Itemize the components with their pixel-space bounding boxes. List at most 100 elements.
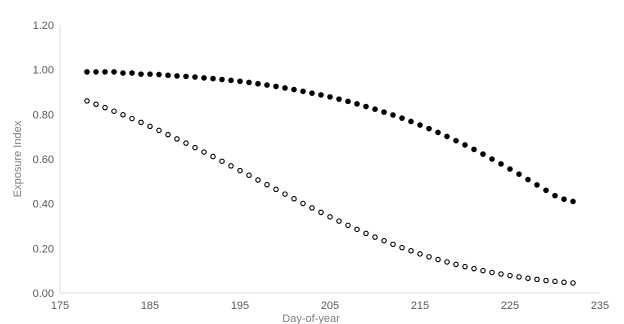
data-point [525, 275, 531, 282]
data-point [426, 254, 432, 260]
data-point [327, 214, 333, 220]
data-point [471, 146, 477, 153]
data-point [336, 218, 342, 224]
data-point [102, 69, 108, 75]
data-point [183, 73, 189, 80]
y-tick-labels: 0.00 0.20 0.40 0.60 0.80 1.00 1.20 [33, 20, 54, 300]
data-point [264, 181, 270, 188]
data-point [120, 112, 126, 118]
data-point [354, 226, 360, 233]
data-point [498, 161, 504, 167]
data-point [534, 276, 540, 283]
data-point [300, 88, 306, 95]
data-point [210, 153, 216, 160]
data-point [138, 71, 144, 77]
data-point [543, 277, 549, 284]
data-point [552, 192, 558, 199]
data-point [165, 131, 171, 138]
x-tick-label: 195 [231, 300, 249, 312]
data-point [480, 267, 486, 274]
data-point [246, 79, 252, 86]
data-point [327, 94, 333, 100]
data-point [318, 92, 324, 98]
data-point [390, 241, 396, 248]
data-point [219, 76, 225, 83]
data-point [300, 200, 306, 207]
data-point [453, 261, 459, 268]
data-point [120, 70, 126, 76]
x-axis-label: Day-of-year [282, 313, 340, 324]
x-tick-label: 185 [141, 300, 159, 312]
data-point [219, 158, 225, 164]
data-point [273, 83, 279, 90]
data-point [507, 272, 513, 279]
data-point [156, 127, 162, 134]
data-point [174, 136, 180, 142]
data-point [147, 71, 153, 77]
data-point [480, 151, 486, 157]
data-point [498, 271, 504, 277]
series-2 [84, 98, 576, 286]
data-point [156, 71, 162, 78]
data-point [390, 112, 396, 118]
data-point [246, 172, 252, 179]
data-point [345, 222, 351, 229]
data-point [282, 191, 288, 197]
data-point [444, 133, 450, 140]
data-point [507, 166, 513, 172]
y-tick-label: 0.40 [33, 199, 54, 211]
data-point [174, 73, 180, 79]
x-tick-label: 175 [51, 300, 69, 312]
data-point [111, 108, 117, 114]
data-point [372, 234, 378, 240]
data-point [129, 70, 135, 76]
data-point [237, 78, 243, 85]
data-point [372, 106, 378, 112]
data-point [192, 144, 198, 151]
data-point [102, 104, 108, 111]
data-point [516, 171, 522, 177]
data-point [381, 109, 387, 115]
data-point [408, 248, 414, 254]
data-point [363, 230, 369, 237]
data-point [318, 209, 324, 216]
data-point [399, 115, 405, 121]
data-point [228, 77, 234, 84]
data-point [399, 244, 405, 251]
data-point [561, 279, 567, 286]
data-point [237, 167, 243, 174]
data-point [417, 122, 423, 128]
data-point [489, 269, 495, 276]
data-point [516, 274, 522, 280]
data-point [228, 163, 234, 169]
data-point [210, 75, 216, 82]
data-point [489, 156, 495, 162]
data-point [534, 182, 540, 188]
data-point [570, 198, 576, 205]
data-point [255, 177, 261, 183]
series-1 [84, 69, 576, 205]
x-tick-label: 235 [591, 300, 609, 312]
data-point [192, 74, 198, 80]
data-point [426, 125, 432, 132]
y-tick-label: 0.80 [33, 109, 54, 121]
data-point [129, 115, 135, 122]
data-point [147, 123, 153, 130]
data-point [381, 237, 387, 244]
x-tick-label: 215 [411, 300, 429, 312]
data-point [201, 75, 207, 81]
data-point [561, 196, 567, 202]
data-point [201, 149, 207, 155]
y-tick-label: 0.20 [33, 243, 54, 255]
data-point [165, 72, 171, 79]
data-point [93, 101, 99, 108]
data-point [408, 118, 414, 125]
data-point [354, 101, 360, 107]
x-tick-labels: 175 185 195 205 215 225 235 [51, 300, 609, 312]
data-point [84, 69, 90, 75]
y-tick-label: 1.00 [33, 65, 54, 77]
data-point [309, 90, 315, 96]
data-point [264, 82, 270, 88]
data-point [417, 251, 423, 257]
